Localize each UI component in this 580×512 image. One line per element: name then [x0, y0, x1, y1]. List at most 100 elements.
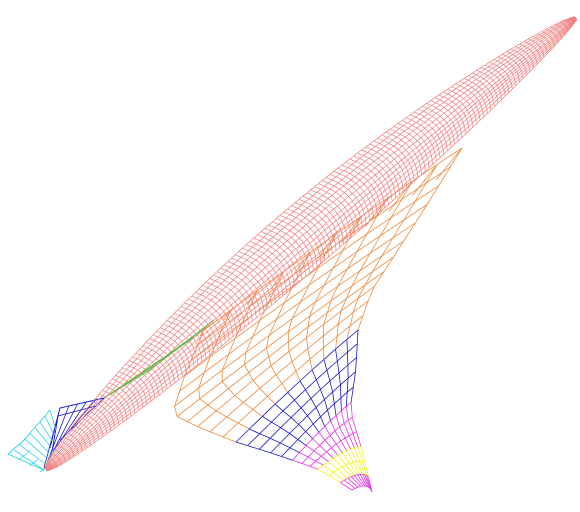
wing-spar: [290, 417, 299, 425]
wing-spar: [305, 431, 313, 439]
wing-spar: [346, 251, 358, 270]
wing-spar: [366, 216, 378, 235]
wing-spar: [268, 356, 272, 366]
tail-fin-rib: [39, 469, 45, 473]
wing-spar: [198, 387, 201, 399]
wing-spar: [315, 460, 324, 466]
wing-spar: [266, 347, 270, 358]
wing-spar: [308, 268, 319, 286]
wing-spar: [298, 424, 306, 432]
wing-spar: [332, 250, 343, 269]
wing-spar: [335, 349, 338, 362]
wing-spar: [403, 201, 416, 221]
wing-spar: [297, 439, 307, 446]
wing-spar: [247, 445, 260, 450]
tail-fin-rib: [24, 438, 48, 459]
wing-spar: [301, 463, 311, 467]
wing-spar: [350, 387, 354, 403]
wing-spar: [364, 461, 369, 477]
wing-spar: [291, 301, 301, 319]
wing-spar: [245, 336, 254, 353]
wing-spar: [345, 464, 355, 476]
wing-spar: [281, 383, 289, 393]
wing-spar: [392, 240, 405, 258]
wing-spar: [324, 399, 328, 411]
wing-rib: [292, 402, 352, 461]
wing-spar: [287, 392, 295, 401]
fuselage-stringer: [46, 18, 578, 472]
wing-spar: [336, 360, 340, 373]
wing-spar: [287, 318, 293, 333]
wing-spar: [307, 415, 314, 425]
wing-spar: [390, 199, 403, 218]
wing-spar: [266, 335, 270, 349]
wing-spar: [252, 409, 263, 417]
tail-fin-rib: [18, 449, 31, 461]
wing-spar: [174, 406, 178, 417]
wing-spar: [360, 446, 366, 462]
wing-spar: [333, 403, 337, 416]
wing-spar: [324, 439, 332, 448]
wing-spar: [326, 451, 334, 459]
tail-fin-rib: [7, 439, 25, 455]
wing-spar: [174, 390, 180, 407]
wing-spar: [320, 416, 326, 427]
wing-spar: [328, 475, 341, 484]
wing-spar: [323, 268, 334, 286]
wing-spar: [299, 380, 306, 390]
wing-spar: [342, 452, 351, 464]
wing-spar: [237, 422, 250, 430]
wing-spar: [313, 450, 322, 457]
wing-spar: [339, 426, 346, 439]
wing-spar: [267, 396, 276, 405]
wing-spar: [299, 452, 309, 458]
tail-rib: [46, 405, 70, 463]
wing-spar: [366, 475, 372, 491]
wing-spar: [271, 421, 281, 429]
wing-spar: [341, 466, 352, 477]
wing-spar: [357, 284, 366, 299]
wing-spar: [319, 445, 327, 453]
fuselage-stringer: [46, 18, 577, 471]
wing-spar: [221, 354, 230, 371]
wing-spar: [268, 318, 278, 336]
wing-spar: [362, 474, 369, 488]
wing-spar: [342, 233, 353, 252]
wing-spar: [352, 462, 361, 475]
wing-spar: [354, 475, 364, 487]
wing-spar: [367, 286, 375, 302]
wing-spar: [207, 404, 217, 412]
wing-spar: [179, 375, 186, 392]
wing-spar: [414, 182, 427, 202]
tail-fin-rib: [34, 426, 52, 448]
wing-root-line: [294, 252, 311, 274]
wing-spar: [252, 380, 261, 389]
wing-spar: [312, 423, 320, 433]
wing-spar: [259, 433, 271, 439]
wing-spar: [309, 302, 316, 317]
wing-spar: [197, 426, 210, 433]
wing-spar: [309, 359, 313, 371]
wing-spar: [312, 438, 320, 446]
wing-root-line: [412, 164, 438, 196]
wing-spar: [340, 410, 345, 424]
wing-spar: [351, 215, 363, 234]
wing-spar: [352, 433, 359, 448]
wing-spar: [329, 435, 337, 445]
tail-fin-rib: [44, 415, 55, 436]
wing-spar: [216, 410, 227, 418]
wing-spar: [338, 372, 341, 385]
wing-spar: [349, 463, 358, 475]
fuselage-stringer: [45, 16, 576, 470]
fuselage-stringer: [45, 17, 577, 471]
wing-spar: [301, 252, 311, 270]
wing-spar: [346, 450, 354, 463]
wing-spar: [274, 403, 284, 412]
wing-spar: [275, 374, 283, 384]
wing-spar: [314, 285, 325, 303]
wing-spar: [318, 432, 326, 441]
wing-spar: [327, 300, 332, 313]
tail-fin-rib: [39, 421, 53, 442]
